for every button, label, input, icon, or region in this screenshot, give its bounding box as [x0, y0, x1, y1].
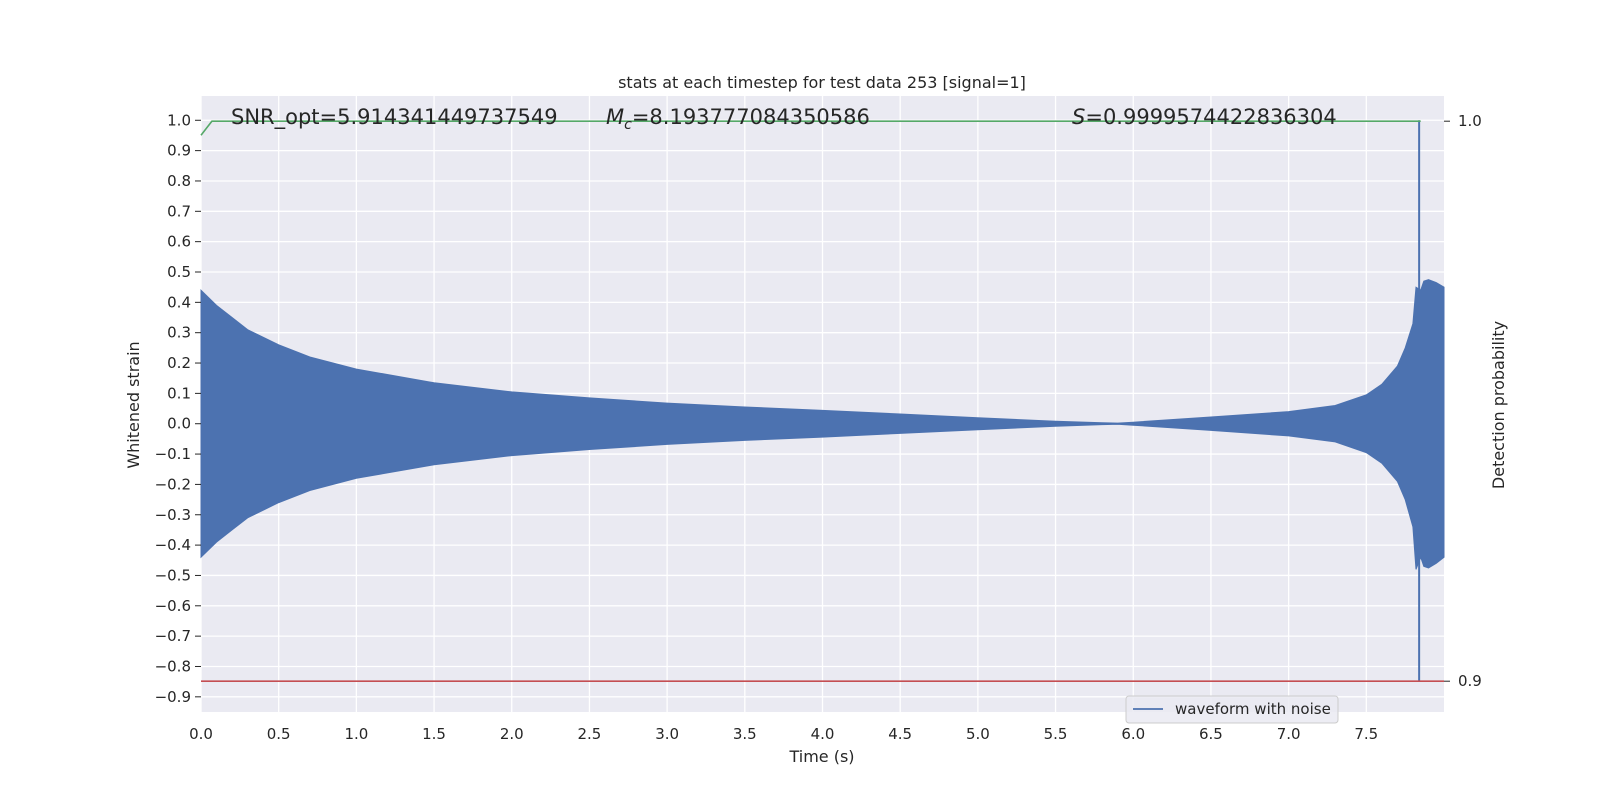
y-tick-label: 0.5: [167, 263, 191, 281]
x-tick-label: 3.5: [733, 725, 757, 743]
x-tick-label: 2.5: [578, 725, 602, 743]
mc-annotation: Mc=8.193777084350586: [606, 105, 870, 133]
y-tick-label: 0.1: [167, 384, 191, 402]
x-tick-label: 7.5: [1354, 725, 1378, 743]
y-tick-label: 1.0: [167, 111, 191, 129]
waveform-envelope: [200, 279, 1445, 570]
y-tick-label: −0.8: [155, 657, 191, 675]
y2-axis-ticks: 1.0 0.9: [1444, 112, 1482, 690]
y-tick-label: 0.3: [167, 324, 191, 342]
x-tick-label: 6.5: [1199, 725, 1223, 743]
chart-title: stats at each timestep for test data 253…: [618, 73, 1026, 92]
y-tick-label: 0.2: [167, 354, 191, 372]
snr-annotation: SNR_opt=5.914341449737549: [231, 105, 558, 130]
x-tick-label: 4.5: [888, 725, 912, 743]
detection-probability-line: [200, 120, 1421, 136]
y-tick-label: 0.7: [167, 202, 191, 220]
y-tick-label: −0.2: [155, 475, 191, 493]
x-tick-label: 3.0: [655, 725, 679, 743]
legend: waveform with noise: [1125, 695, 1339, 724]
legend-box: [1125, 695, 1339, 724]
x-tick-label: 1.0: [344, 725, 368, 743]
legend-entry-label: waveform with noise: [1175, 700, 1331, 718]
y2-axis-label: Detection probability: [1489, 321, 1508, 489]
y-axis-ticks: 1.0 0.9 0.8 0.7 0.6 0.5 0.4 0.3 0.2 0.1 0.0 −0.1 −0.…: [155, 111, 201, 706]
y-tick-label: 0.0: [167, 415, 191, 433]
x-tick-label: 4.0: [811, 725, 835, 743]
y-tick-label: −0.9: [155, 688, 191, 706]
y-tick-label: −0.6: [155, 597, 191, 615]
y-tick-label: 0.9: [167, 142, 191, 160]
y-tick-label: 0.6: [167, 233, 191, 251]
y-tick-label: −0.4: [155, 536, 191, 554]
y-tick-label: −0.1: [155, 445, 191, 463]
y-axis-label: Whitened strain: [124, 341, 143, 468]
x-tick-label: 1.5: [422, 725, 446, 743]
x-tick-label: 5.0: [966, 725, 990, 743]
probability-series: [200, 120, 1444, 683]
x-tick-label: 0.0: [189, 725, 213, 743]
x-tick-label: 6.0: [1121, 725, 1145, 743]
y-tick-label: 0.8: [167, 172, 191, 190]
waveform-series: [200, 120, 1445, 682]
y-tick-label: −0.7: [155, 627, 191, 645]
y2-tick-label: 1.0: [1458, 112, 1482, 130]
x-axis-ticks: 0.0 0.5 1.0 1.5 2.0 2.5 3.0 3.5 4.0 4.5 5.0 5.5 6.0 6…: [189, 725, 1378, 743]
s-annotation: S=0.9999574422836304: [1072, 105, 1337, 129]
y-tick-label: −0.5: [155, 566, 191, 584]
y2-tick-label: 0.9: [1458, 672, 1482, 690]
y-tick-label: −0.3: [155, 506, 191, 524]
x-tick-label: 5.5: [1044, 725, 1068, 743]
x-tick-label: 7.0: [1277, 725, 1301, 743]
y-tick-label: 0.4: [167, 293, 191, 311]
x-axis-label: Time (s): [788, 747, 854, 766]
x-tick-label: 2.0: [500, 725, 524, 743]
x-tick-label: 0.5: [267, 725, 291, 743]
